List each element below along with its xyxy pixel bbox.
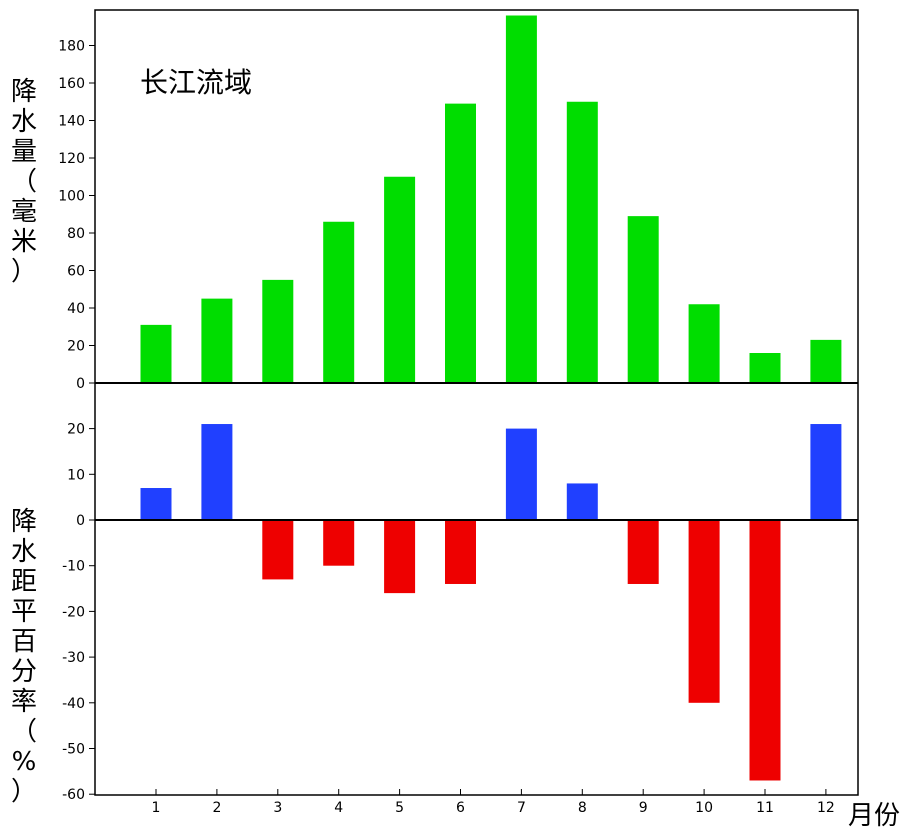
precip-bar xyxy=(688,304,720,383)
bottom-y-tick-label: -50 xyxy=(62,742,85,758)
precip-bar xyxy=(566,101,598,383)
anomaly-bars-group xyxy=(140,424,842,781)
anomaly-bar-negative xyxy=(627,520,659,584)
precip-bar xyxy=(140,324,172,383)
anomaly-bar-negative xyxy=(445,520,476,584)
anomaly-bar-positive xyxy=(201,424,233,520)
bottom-y-tick-label: 10 xyxy=(67,467,85,483)
x-tick-label: 4 xyxy=(334,800,343,816)
anomaly-bar-negative xyxy=(688,520,720,703)
top-y-tick-label: 140 xyxy=(58,114,85,130)
x-tick-label: 8 xyxy=(578,800,587,816)
bottom-y-axis-label: 降水距平百分率（%） xyxy=(11,507,37,807)
precip-bar xyxy=(505,15,537,383)
x-axis-label: 月份 xyxy=(848,801,900,830)
anomaly-bar-positive xyxy=(140,488,172,520)
bottom-y-tick-label: -40 xyxy=(62,696,85,712)
anomaly-bar-negative xyxy=(749,520,781,781)
top-y-tick-label: 40 xyxy=(67,301,85,317)
precip-bar xyxy=(384,176,416,383)
x-tick-label: 12 xyxy=(817,800,835,816)
top-y-tick-label: 20 xyxy=(67,339,85,355)
anomaly-bar-positive xyxy=(810,424,842,520)
top-y-tick-label: 80 xyxy=(67,226,85,242)
top-y-tick-label: 160 xyxy=(58,76,85,92)
top-y-tick-label: 100 xyxy=(58,189,85,205)
top-y-tick-label: 60 xyxy=(67,264,85,280)
axis-ticks-group: 020406080100120140160180-60-50-40-30-20-… xyxy=(58,39,835,817)
bottom-y-tick-label: -20 xyxy=(62,604,85,620)
anomaly-bar-positive xyxy=(566,483,598,520)
x-tick-label: 11 xyxy=(756,800,774,816)
bottom-y-tick-label: -30 xyxy=(62,650,85,666)
chart-title: 长江流域 xyxy=(140,66,252,99)
bottom-y-tick-label: -10 xyxy=(62,559,85,575)
anomaly-bar-negative xyxy=(384,520,416,594)
precip-bar xyxy=(749,353,781,383)
plot-frame xyxy=(94,9,859,796)
top-y-tick-label: 0 xyxy=(76,376,85,392)
anomaly-bar-negative xyxy=(323,520,355,566)
bottom-y-tick-label: 20 xyxy=(67,422,85,438)
anomaly-bar-positive xyxy=(505,428,537,520)
bottom-y-tick-label: -60 xyxy=(62,787,85,803)
x-tick-label: 2 xyxy=(212,800,221,816)
top-y-tick-label: 180 xyxy=(58,39,85,55)
precip-bar xyxy=(201,298,233,383)
x-tick-label: 6 xyxy=(456,800,465,816)
precip-bar xyxy=(445,103,476,383)
x-tick-label: 10 xyxy=(695,800,713,816)
top-y-tick-label: 120 xyxy=(58,151,85,167)
precip-bar xyxy=(810,339,842,383)
x-tick-label: 7 xyxy=(517,800,526,816)
precip-bar xyxy=(627,216,659,383)
anomaly-bar-negative xyxy=(262,520,294,580)
precip-bar xyxy=(323,221,355,383)
x-tick-label: 9 xyxy=(639,800,648,816)
bottom-y-tick-label: 0 xyxy=(76,513,85,529)
precip-bars-group xyxy=(140,15,842,383)
x-tick-label: 1 xyxy=(152,800,161,816)
top-y-axis-label: 降水量（毫米） xyxy=(11,77,37,287)
precip-bar xyxy=(262,279,294,383)
x-tick-label: 3 xyxy=(273,800,282,816)
x-tick-label: 5 xyxy=(395,800,404,816)
